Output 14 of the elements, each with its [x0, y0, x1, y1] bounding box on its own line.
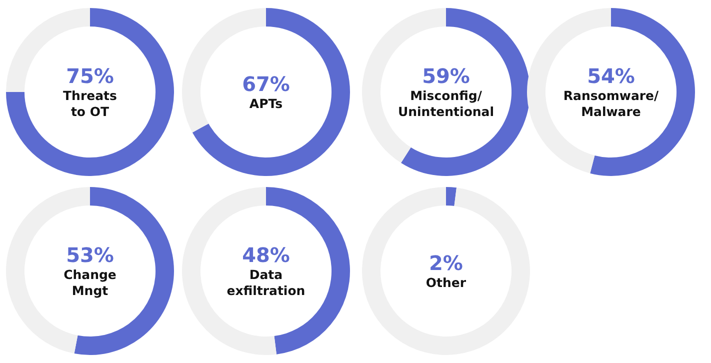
data-label: 59% — [422, 64, 470, 88]
data-label: 67% — [242, 72, 290, 96]
text: Data exfiltration — [226, 267, 306, 299]
data-label: 2% — [429, 251, 463, 275]
text: Other — [426, 275, 466, 291]
text: Misconfig/ Unintentional — [398, 88, 494, 120]
data-label: 54% — [587, 64, 635, 88]
data-label: 48% — [242, 243, 290, 267]
text: Change Mngt — [64, 267, 116, 299]
text: APTs — [249, 96, 283, 112]
text: Threats to OT — [63, 88, 117, 120]
text: Ransomware/ Malware — [563, 88, 659, 120]
data-label: 75% — [66, 64, 114, 88]
data-label: 53% — [66, 243, 114, 267]
